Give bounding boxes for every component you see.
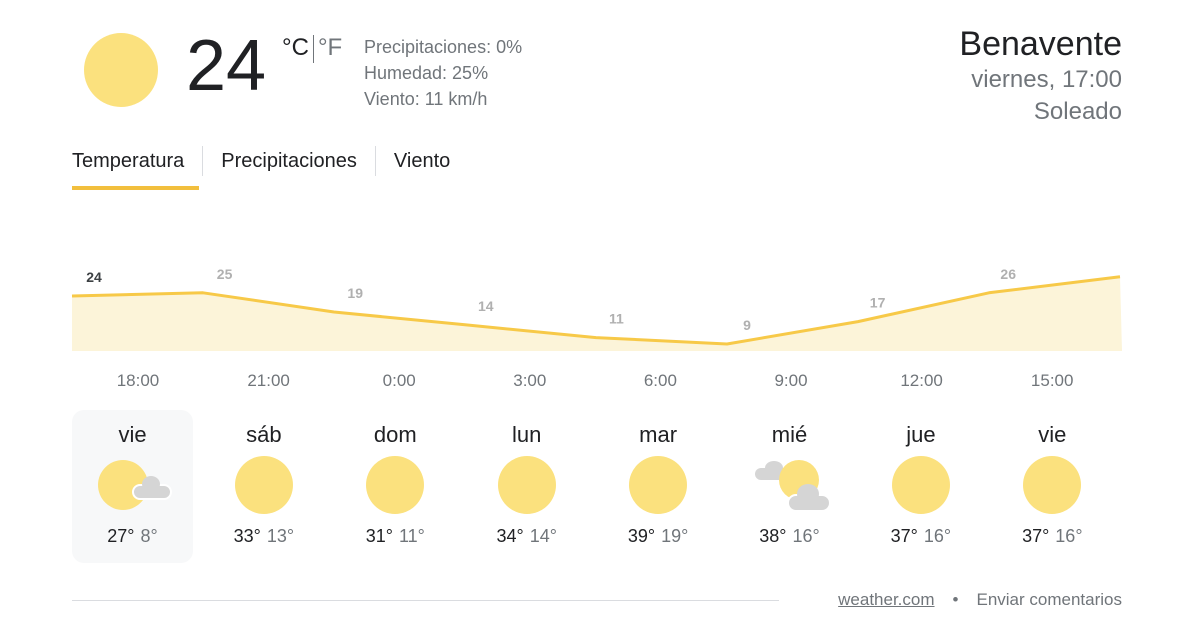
precipitation: Precipitaciones: 0%	[364, 37, 523, 57]
low-temp: 16°	[1055, 526, 1083, 546]
low-temp: 14°	[529, 526, 557, 546]
day-temps: 37° 16°	[860, 526, 981, 547]
x-tick-label: 21:00	[247, 371, 290, 390]
divider	[312, 34, 314, 63]
high-temp: 39°	[627, 526, 656, 546]
footer: weather.com • Enviar comentarios	[838, 590, 1122, 610]
source-link[interactable]: weather.com	[838, 590, 935, 609]
sun-icon	[623, 456, 693, 516]
x-tick-label: 12:00	[900, 371, 943, 390]
day-card[interactable]: vie 37° 16°	[992, 410, 1113, 563]
sun-icon	[229, 456, 299, 516]
day-temps: 31° 11°	[335, 526, 456, 547]
fahrenheit-button[interactable]: °F	[317, 34, 343, 61]
tab-temperatura[interactable]: Temperatura	[72, 150, 185, 172]
day-name: dom	[373, 422, 417, 447]
day-name: vie	[1038, 422, 1067, 447]
high-temp: 37°	[890, 526, 918, 546]
humidity: Humedad: 25%	[364, 63, 489, 83]
day-temps: 33° 13°	[203, 526, 324, 547]
divider	[374, 146, 376, 176]
sun-icon	[886, 456, 956, 516]
high-temp: 27°	[107, 526, 135, 546]
day-temps: 39° 19°	[598, 526, 719, 547]
chart-line	[71, 275, 1121, 346]
day-temps: 38° 16°	[729, 526, 850, 547]
tab-viento[interactable]: Viento	[393, 150, 451, 172]
day-name: vie	[118, 422, 147, 447]
high-temp: 33°	[233, 526, 261, 546]
day-card[interactable]: vie 27° 8°	[72, 410, 193, 563]
day-temps: 27° 8°	[72, 526, 193, 547]
divider	[72, 600, 779, 601]
datetime: viernes, 17:00	[971, 66, 1122, 93]
day-name: jue	[906, 422, 936, 447]
chart-area	[72, 276, 1122, 351]
day-name: mié	[771, 422, 808, 447]
unit-toggle: °C °F	[282, 34, 342, 63]
x-tick-label: 3:00	[513, 371, 547, 390]
low-temp: 16°	[792, 526, 820, 546]
day-card[interactable]: dom 31° 11°	[335, 410, 456, 563]
day-card[interactable]: mié 38° 16°	[729, 410, 850, 563]
data-label: 11	[609, 311, 624, 327]
divider	[202, 146, 204, 176]
data-label: 25	[217, 266, 233, 282]
data-label: 24	[86, 269, 102, 285]
high-temp: 38°	[759, 526, 787, 546]
high-temp: 31°	[365, 526, 393, 546]
x-tick-label: 9:00	[774, 371, 808, 390]
x-tick-label: 0:00	[382, 371, 416, 390]
active-tab-indicator	[72, 186, 199, 190]
x-tick-label: 6:00	[643, 371, 677, 390]
data-label: 26	[1000, 266, 1016, 282]
celsius-button[interactable]: °C	[282, 34, 309, 61]
data-label: 17	[870, 295, 886, 311]
x-tick-label: 18:00	[116, 371, 160, 390]
day-temps: 37° 16°	[992, 526, 1113, 547]
day-name: mar	[639, 422, 678, 447]
low-temp: 13°	[266, 526, 295, 546]
feedback-link[interactable]: Enviar comentarios	[976, 590, 1122, 609]
day-card[interactable]: mar 39° 19°	[598, 410, 719, 563]
sun-icon	[84, 33, 158, 107]
bullet: •	[952, 590, 959, 609]
x-tick-label: 15:00	[1030, 371, 1074, 390]
data-label: 19	[347, 285, 363, 301]
day-card[interactable]: lun 34° 14°	[466, 410, 587, 563]
data-label: 14	[478, 298, 494, 314]
day-card[interactable]: jue 37° 16°	[860, 410, 981, 563]
day-card[interactable]: sáb 33° 13°	[203, 410, 324, 563]
partly-cloudy-icon	[754, 456, 831, 516]
low-temp: 19°	[661, 526, 689, 546]
current-temperature: 24	[186, 26, 267, 106]
weather-details: Precipitaciones: 0% Humedad: 25% Viento:…	[364, 34, 522, 112]
wind: Viento: 11 km/h	[364, 89, 488, 109]
low-temp: 11°	[398, 526, 425, 546]
location-info: Benavente viernes, 17:00 Soleado	[959, 24, 1122, 128]
partly-cloudy-icon	[97, 456, 172, 516]
sun-icon	[1017, 456, 1087, 516]
high-temp: 34°	[496, 526, 524, 546]
low-temp: 8°	[140, 526, 158, 546]
day-name: lun	[512, 422, 542, 447]
temperature-chart: 24 25 19 14 11 9 17 26	[71, 266, 1122, 351]
high-temp: 37°	[1022, 526, 1050, 546]
sun-icon	[360, 456, 430, 516]
tabs: Temperatura Precipitaciones Viento	[72, 145, 450, 177]
sun-icon	[492, 456, 562, 516]
low-temp: 16°	[923, 526, 952, 546]
day-name: sáb	[246, 422, 282, 447]
day-temps: 34° 14°	[466, 526, 587, 547]
tab-precipitaciones[interactable]: Precipitaciones	[221, 150, 357, 172]
condition: Soleado	[1033, 98, 1122, 125]
data-label: 9	[743, 317, 751, 333]
city: Benavente	[959, 25, 1122, 63]
